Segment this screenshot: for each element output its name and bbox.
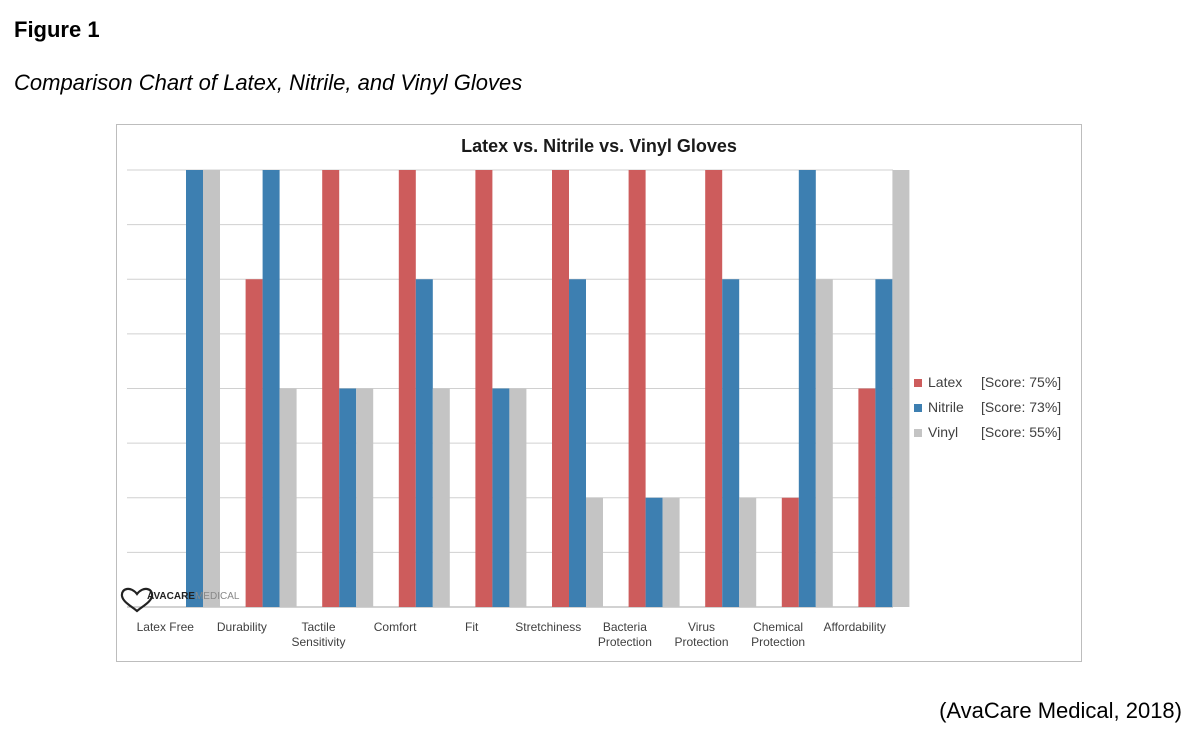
category-label: Tactile Sensitivity bbox=[291, 620, 345, 649]
category-label: Durability bbox=[217, 620, 267, 634]
bar-nitrile bbox=[186, 170, 203, 607]
bar-latex bbox=[858, 388, 876, 607]
legend-score-latex: [Score: 75%] bbox=[981, 374, 1061, 390]
bar-vinyl bbox=[892, 170, 910, 607]
bar-latex bbox=[628, 170, 646, 607]
logo-brand-light: MEDICAL bbox=[195, 591, 240, 602]
category-label-line: Sensitivity bbox=[291, 635, 345, 649]
svg-text:AVACAREMEDICAL: AVACAREMEDICAL bbox=[147, 591, 240, 602]
bar-latex bbox=[322, 170, 340, 607]
bar-nitrile bbox=[875, 279, 893, 607]
bar-latex bbox=[245, 279, 263, 607]
bar-vinyl bbox=[356, 388, 374, 607]
legend-label-nitrile: Nitrile bbox=[928, 399, 964, 415]
category-label: Fit bbox=[465, 620, 479, 634]
chart-frame: Latex vs. Nitrile vs. Vinyl Gloves Latex… bbox=[116, 124, 1082, 662]
bar-nitrile bbox=[415, 279, 433, 607]
bar-latex bbox=[552, 170, 569, 607]
category-label-line: Protection bbox=[674, 635, 728, 649]
bar-nitrile bbox=[722, 279, 740, 607]
avacare-logo: AVACAREMEDICAL bbox=[120, 587, 240, 613]
category-label-line: Virus bbox=[688, 620, 715, 634]
bar-latex bbox=[398, 170, 416, 607]
bar-vinyl bbox=[662, 497, 680, 607]
category-label-line: Protection bbox=[751, 635, 805, 649]
bar-nitrile bbox=[262, 170, 280, 607]
category-label: Comfort bbox=[374, 620, 417, 634]
category-label-line: Fit bbox=[465, 620, 479, 634]
category-label: Affordability bbox=[823, 620, 885, 634]
legend-score-nitrile: [Score: 73%] bbox=[981, 399, 1061, 415]
bar-nitrile bbox=[492, 388, 510, 607]
chart-title: Latex vs. Nitrile vs. Vinyl Gloves bbox=[461, 136, 737, 156]
bar-latex bbox=[781, 497, 799, 607]
legend-score-vinyl: [Score: 55%] bbox=[981, 424, 1061, 440]
logo-brand-bold: AVACARE bbox=[147, 591, 195, 602]
heart-logo-icon bbox=[120, 587, 154, 613]
category-label: Stretchiness bbox=[515, 620, 581, 634]
bar-vinyl bbox=[586, 497, 603, 607]
legend-swatch-vinyl bbox=[914, 429, 922, 437]
figure-citation: (AvaCare Medical, 2018) bbox=[939, 698, 1182, 723]
bar-latex bbox=[475, 170, 493, 607]
legend-label-latex: Latex bbox=[928, 374, 962, 390]
category-label-line: Chemical bbox=[753, 620, 803, 634]
figure-label: Figure 1 bbox=[14, 17, 100, 42]
bar-nitrile bbox=[569, 279, 586, 607]
category-label-line: Protection bbox=[598, 635, 652, 649]
category-label: Bacteria Protection bbox=[598, 620, 652, 649]
category-label: Chemical Protection bbox=[751, 620, 805, 649]
category-label-line: Latex Free bbox=[137, 620, 195, 634]
category-label-line: Bacteria bbox=[603, 620, 647, 634]
bar-vinyl bbox=[203, 170, 220, 607]
legend-swatch-nitrile bbox=[914, 404, 922, 412]
category-label-line: Comfort bbox=[374, 620, 417, 634]
category-label-line: Affordability bbox=[823, 620, 885, 634]
category-label: Virus Protection bbox=[674, 620, 728, 649]
bar-latex bbox=[705, 170, 723, 607]
bar-vinyl bbox=[432, 388, 450, 607]
category-label-line: Tactile bbox=[301, 620, 335, 634]
bar-nitrile bbox=[645, 497, 663, 607]
bar-nitrile bbox=[339, 388, 357, 607]
bar-vinyl bbox=[815, 279, 833, 607]
bar-vinyl bbox=[509, 388, 527, 607]
bar-vinyl bbox=[739, 497, 757, 607]
bar-vinyl bbox=[279, 388, 297, 607]
legend-label-vinyl: Vinyl bbox=[928, 424, 958, 440]
category-label: Latex Free bbox=[137, 620, 195, 634]
legend-swatch-latex bbox=[914, 379, 922, 387]
bar-nitrile bbox=[798, 170, 816, 607]
category-label-line: Stretchiness bbox=[515, 620, 581, 634]
figure-caption: Comparison Chart of Latex, Nitrile, and … bbox=[14, 70, 523, 95]
category-label-line: Durability bbox=[217, 620, 267, 634]
bar-chart: Latex vs. Nitrile vs. Vinyl Gloves Latex… bbox=[120, 136, 1061, 649]
